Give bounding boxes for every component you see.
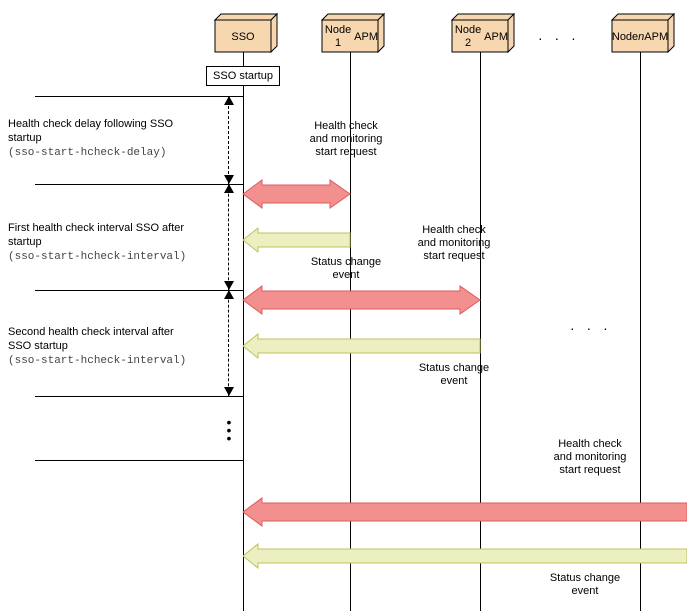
red-arrow [242, 179, 351, 209]
interval-axis-segment [228, 184, 229, 290]
lifeline-line-sso [243, 52, 244, 611]
green-arrow [242, 333, 481, 359]
lifeline-label: SSO [215, 22, 271, 52]
side-label-first: First health check interval SSO aftersta… [8, 222, 218, 264]
green-arrow [242, 227, 351, 253]
lifeline-label: Node 1APM [322, 22, 378, 52]
interval-tick [35, 96, 243, 97]
note-stat3: Status change event [520, 572, 650, 598]
axis-arrow-up [223, 183, 235, 195]
final-tick [35, 460, 243, 461]
sso-title: SSO [231, 31, 254, 44]
note-req3: Health checkand monitoringstart request [540, 438, 640, 478]
red-arrow [242, 285, 481, 315]
axis-ellipsis-v: ••• [225, 418, 233, 442]
arrow-ellipsis: · · · [570, 320, 612, 336]
axis-arrow-up [223, 289, 235, 301]
sso-startup-box: SSO startup [206, 66, 280, 86]
interval-tick [35, 184, 243, 185]
interval-tick [35, 290, 243, 291]
red-arrow [242, 497, 687, 527]
axis-arrow-down [223, 385, 235, 397]
side-label-second: Second health check interval afterSSO st… [8, 326, 218, 368]
lifeline-label: Node 2APM [452, 22, 508, 52]
interval-axis-segment [228, 96, 229, 184]
note-req2: Health checkand monitoringstart request [404, 224, 504, 264]
interval-tick [35, 396, 243, 397]
lifeline-line-node2 [480, 52, 481, 611]
green-arrow [242, 543, 687, 569]
note-req1: Health checkand monitoringstart request [296, 120, 396, 160]
lifeline-line-noden [640, 52, 641, 611]
axis-arrow-up [223, 95, 235, 107]
side-label-delay: Health check delay following SSOstartup(… [8, 118, 218, 160]
note-stat2: Status change event [404, 362, 504, 388]
lifeline-label: Node nAPM [612, 22, 668, 52]
note-stat1: Status change event [296, 256, 396, 282]
header-ellipsis: · · · [538, 30, 580, 46]
interval-axis-segment [228, 290, 229, 396]
